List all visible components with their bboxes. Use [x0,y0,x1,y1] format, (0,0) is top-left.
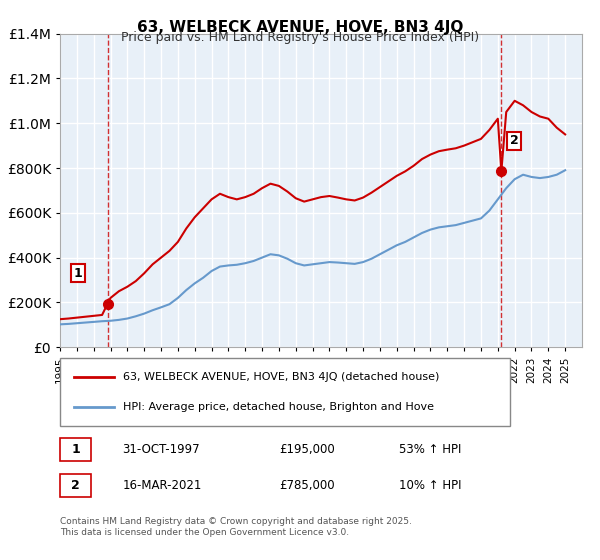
Text: Contains HM Land Registry data © Crown copyright and database right 2025.
This d: Contains HM Land Registry data © Crown c… [60,517,412,536]
Text: 10% ↑ HPI: 10% ↑ HPI [400,479,462,492]
Text: 1: 1 [74,267,83,279]
Text: £785,000: £785,000 [279,479,335,492]
Text: 2: 2 [510,134,518,147]
Text: 1: 1 [71,443,80,456]
Text: £195,000: £195,000 [279,443,335,456]
Text: 53% ↑ HPI: 53% ↑ HPI [400,443,461,456]
Text: 31-OCT-1997: 31-OCT-1997 [122,443,200,456]
Text: HPI: Average price, detached house, Brighton and Hove: HPI: Average price, detached house, Brig… [123,402,434,412]
Text: 2: 2 [71,479,80,492]
Text: 63, WELBECK AVENUE, HOVE, BN3 4JQ (detached house): 63, WELBECK AVENUE, HOVE, BN3 4JQ (detac… [123,372,439,382]
FancyBboxPatch shape [60,437,91,461]
FancyBboxPatch shape [60,358,510,426]
Text: 63, WELBECK AVENUE, HOVE, BN3 4JQ: 63, WELBECK AVENUE, HOVE, BN3 4JQ [137,20,463,35]
Text: 16-MAR-2021: 16-MAR-2021 [122,479,202,492]
FancyBboxPatch shape [60,474,91,497]
Text: Price paid vs. HM Land Registry's House Price Index (HPI): Price paid vs. HM Land Registry's House … [121,31,479,44]
